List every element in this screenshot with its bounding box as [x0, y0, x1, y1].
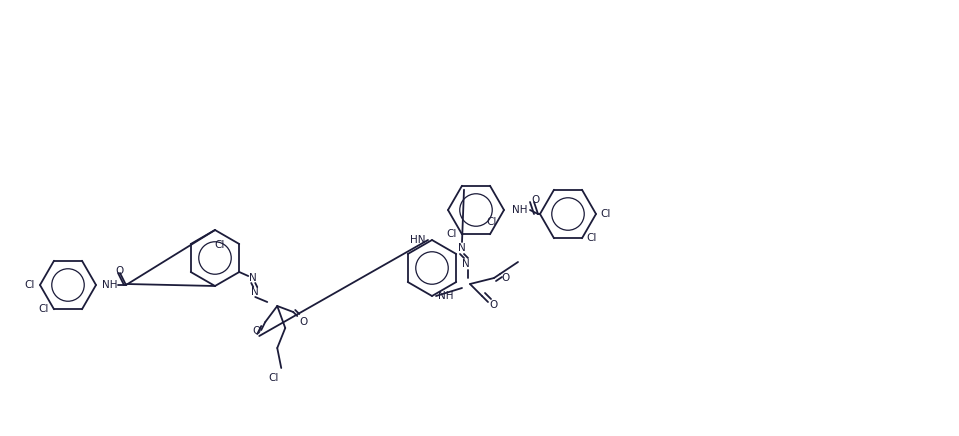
Text: HN: HN	[410, 235, 426, 245]
Text: NH: NH	[512, 205, 527, 215]
Text: Cl: Cl	[600, 209, 611, 219]
Text: Cl: Cl	[25, 280, 35, 290]
Text: Cl: Cl	[38, 304, 49, 314]
Text: O: O	[299, 317, 308, 327]
Text: NH: NH	[438, 291, 454, 301]
Text: O: O	[531, 195, 539, 205]
Text: Cl: Cl	[447, 229, 457, 239]
Text: O: O	[252, 326, 261, 336]
Text: O: O	[116, 266, 124, 276]
Text: N: N	[251, 287, 259, 297]
Text: Cl: Cl	[269, 373, 278, 383]
Text: NH: NH	[103, 280, 118, 290]
Text: N: N	[462, 259, 470, 269]
Text: Cl: Cl	[487, 217, 497, 227]
Text: N: N	[458, 243, 466, 253]
Text: O: O	[502, 273, 510, 283]
Text: O: O	[489, 300, 497, 310]
Text: Cl: Cl	[215, 240, 225, 250]
Text: Cl: Cl	[587, 233, 597, 243]
Text: N: N	[249, 273, 257, 283]
